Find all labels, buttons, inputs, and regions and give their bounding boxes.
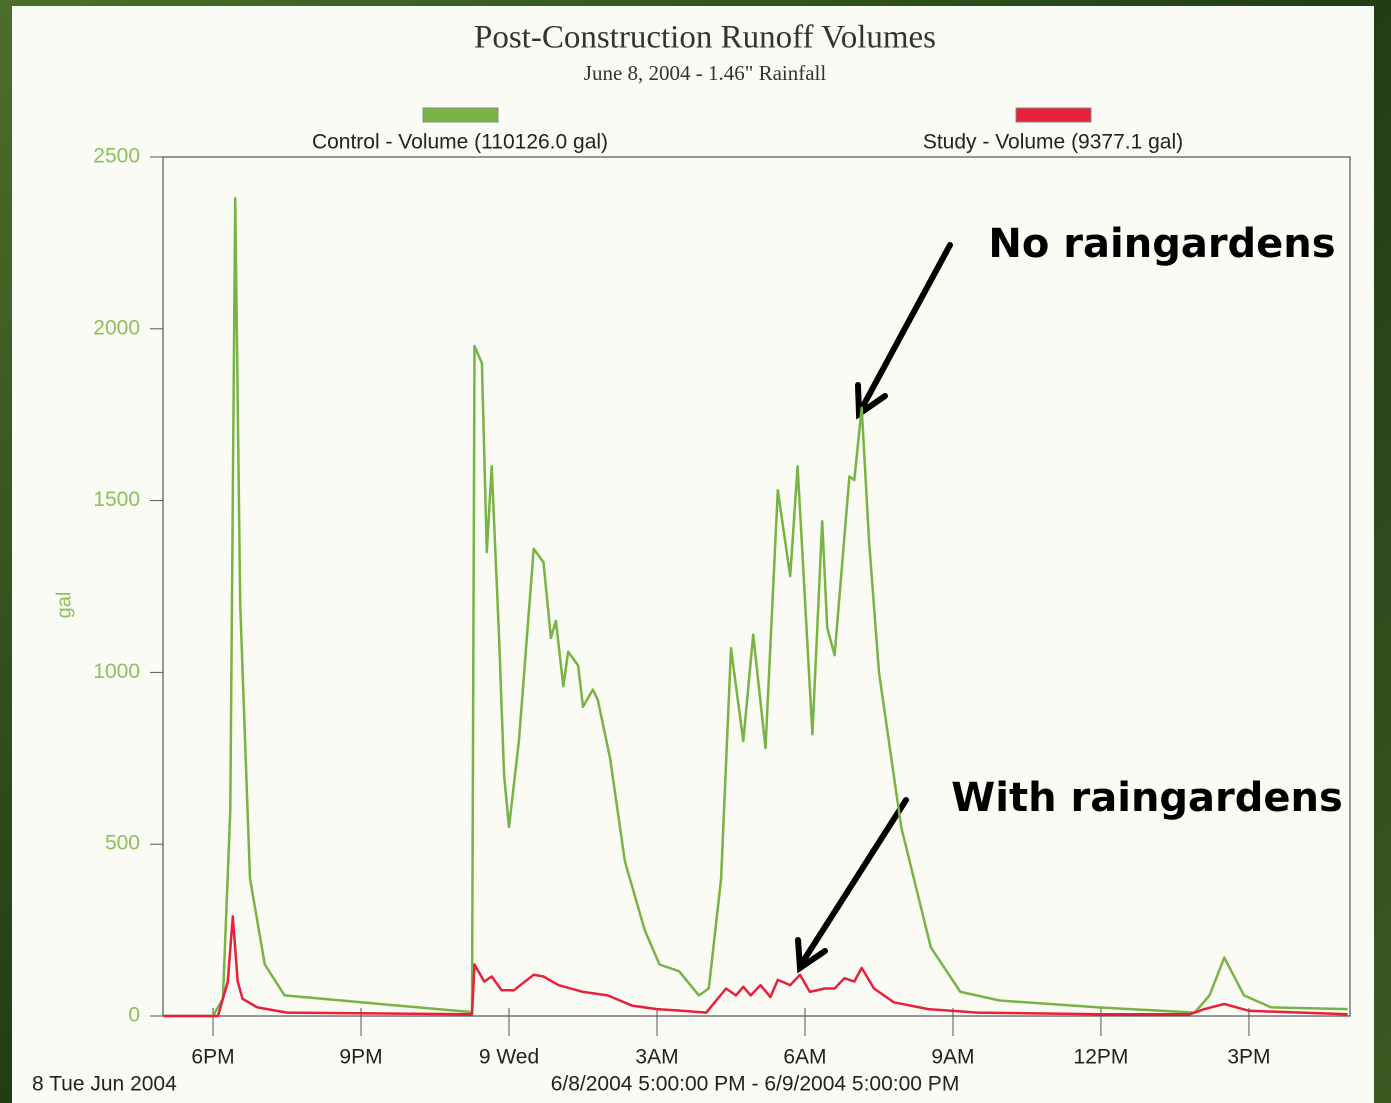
y-axis-label: gal bbox=[53, 592, 75, 619]
y-tick-label: 2500 bbox=[93, 145, 140, 168]
legend-swatch bbox=[1016, 108, 1091, 122]
chart: Post-Construction Runoff Volumes June 8,… bbox=[0, 0, 1391, 1103]
panel bbox=[12, 6, 1374, 1103]
y-tick-label: 1500 bbox=[93, 488, 140, 511]
legend-swatch bbox=[423, 108, 498, 122]
x-tick-label: 6AM bbox=[783, 1046, 826, 1069]
annotation: With raingardens bbox=[951, 775, 1343, 821]
x-tick-label: 3AM bbox=[635, 1046, 678, 1069]
x-tick-label: 9PM bbox=[339, 1046, 382, 1069]
y-tick-label: 1000 bbox=[93, 660, 140, 683]
y-tick-label: 2000 bbox=[93, 316, 140, 339]
x-tick-label: 12PM bbox=[1074, 1046, 1129, 1069]
chart-subtitle: June 8, 2004 - 1.46" Rainfall bbox=[584, 61, 827, 85]
range-label: 6/8/2004 5:00:00 PM - 6/9/2004 5:00:00 P… bbox=[551, 1073, 960, 1096]
y-tick-label: 0 bbox=[128, 1004, 140, 1027]
legend-label: Control - Volume (110126.0 gal) bbox=[312, 131, 608, 154]
x-tick-label: 6PM bbox=[191, 1046, 234, 1069]
y-tick-label: 500 bbox=[105, 832, 140, 855]
x-tick-label: 9 Wed bbox=[479, 1046, 539, 1069]
legend-label: Study - Volume (9377.1 gal) bbox=[923, 131, 1183, 154]
x-tick-label: 3PM bbox=[1227, 1046, 1270, 1069]
chart-title: Post-Construction Runoff Volumes bbox=[474, 20, 936, 56]
date-label: 8 Tue Jun 2004 bbox=[32, 1073, 177, 1096]
annotation: No raingardens bbox=[988, 221, 1335, 267]
x-tick-label: 9AM bbox=[931, 1046, 974, 1069]
page: Post-Construction Runoff Volumes June 8,… bbox=[0, 0, 1391, 1103]
